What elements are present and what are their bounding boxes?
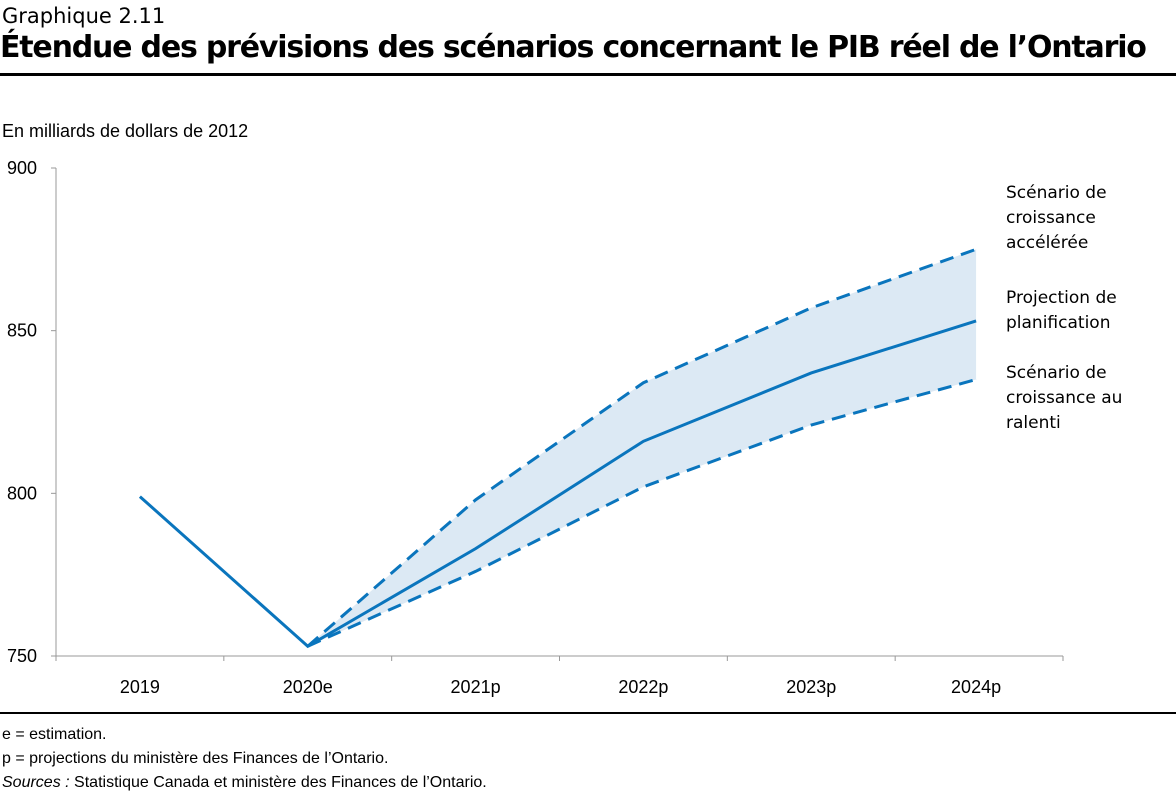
series-label-0: croissance [1006, 208, 1096, 228]
series-line-1 [138, 319, 977, 649]
x-tick-label: 2024p [951, 677, 1001, 697]
series-label-2: ralenti [1006, 413, 1061, 433]
note-sources: Sources : Statistique Canada et ministèr… [2, 771, 487, 795]
series-label-0: accélérée [1006, 233, 1088, 253]
note-e: e = estimation. [2, 726, 107, 743]
x-tick-label: 2021p [451, 677, 501, 697]
x-tick-label: 2020e [283, 677, 333, 697]
x-tick-label: 2019 [120, 677, 160, 697]
series-label-2: Scénario de [1006, 363, 1107, 383]
sources-label: Sources : [2, 774, 70, 791]
series-label-0: Scénario de [1006, 183, 1107, 203]
range-band [307, 249, 977, 647]
x-tick-label: 2023p [786, 677, 836, 697]
y-tick-label: 800 [7, 483, 37, 503]
y-tick-label: 900 [7, 158, 37, 178]
title-rule [0, 73, 1176, 76]
series-line-2 [307, 378, 977, 648]
notes-rule [0, 712, 1176, 714]
chart-svg: 750 800 850 900 2019 2020e 2021p 2022p 2023p 2024… [7, 158, 1122, 697]
notes: e = estimation. p = projections du minis… [2, 723, 487, 795]
y-tick-label: 850 [7, 321, 37, 341]
series-label-2: croissance au [1006, 388, 1122, 408]
x-tick-label: 2022p [618, 677, 668, 697]
sources-text: Statistique Canada et ministère des Fina… [74, 774, 487, 791]
chart-supertitle: Graphique 2.11 [2, 4, 166, 28]
note-p: p = projections du ministère des Finance… [2, 750, 389, 767]
series-label-1: Projection de [1006, 288, 1117, 308]
y-tick-label: 750 [7, 646, 37, 666]
series-label-1: planification [1006, 313, 1110, 333]
chart-title: Étendue des prévisions des scénarios con… [0, 30, 1147, 65]
y-axis-label: En milliards de dollars de 2012 [2, 121, 249, 141]
